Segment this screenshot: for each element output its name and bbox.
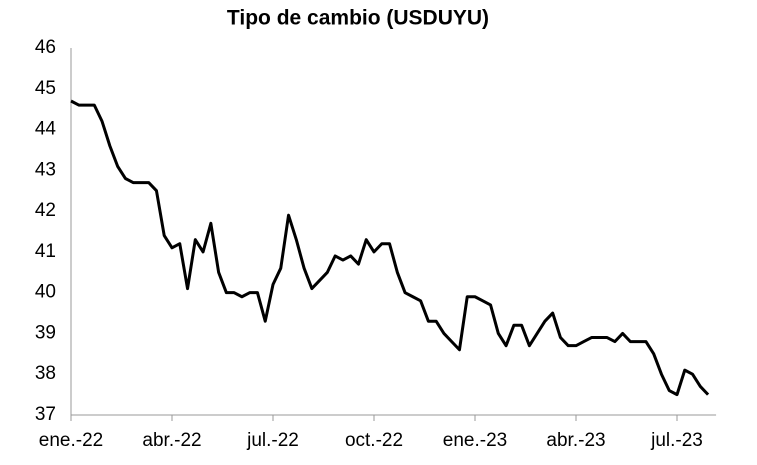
y-tick-label: 42 (35, 200, 56, 221)
x-tick-label: jul.-23 (650, 430, 703, 451)
y-tick-label: 46 (35, 37, 56, 58)
y-tick-label: 41 (35, 241, 56, 262)
x-tick-label: ene.-23 (443, 430, 507, 451)
x-tick-label: abr.-22 (142, 430, 201, 451)
x-tick-label: abr.-23 (546, 430, 605, 451)
y-tick-label: 45 (35, 78, 56, 99)
y-tick-label: 38 (35, 363, 56, 384)
y-tick-label: 39 (35, 322, 56, 343)
line (70, 99, 710, 397)
x-tick-label: jul.-22 (246, 430, 299, 451)
y-tick-label: 37 (35, 404, 56, 425)
x-tick-label: oct.-22 (345, 430, 403, 451)
y-tick-label: 40 (35, 282, 56, 303)
y-tick-label: 44 (35, 119, 57, 140)
y-tick-label: 43 (35, 159, 56, 180)
x-tick-label: ene.-22 (39, 430, 103, 451)
chart-title: Tipo de cambio (USDUYU) (227, 7, 489, 30)
